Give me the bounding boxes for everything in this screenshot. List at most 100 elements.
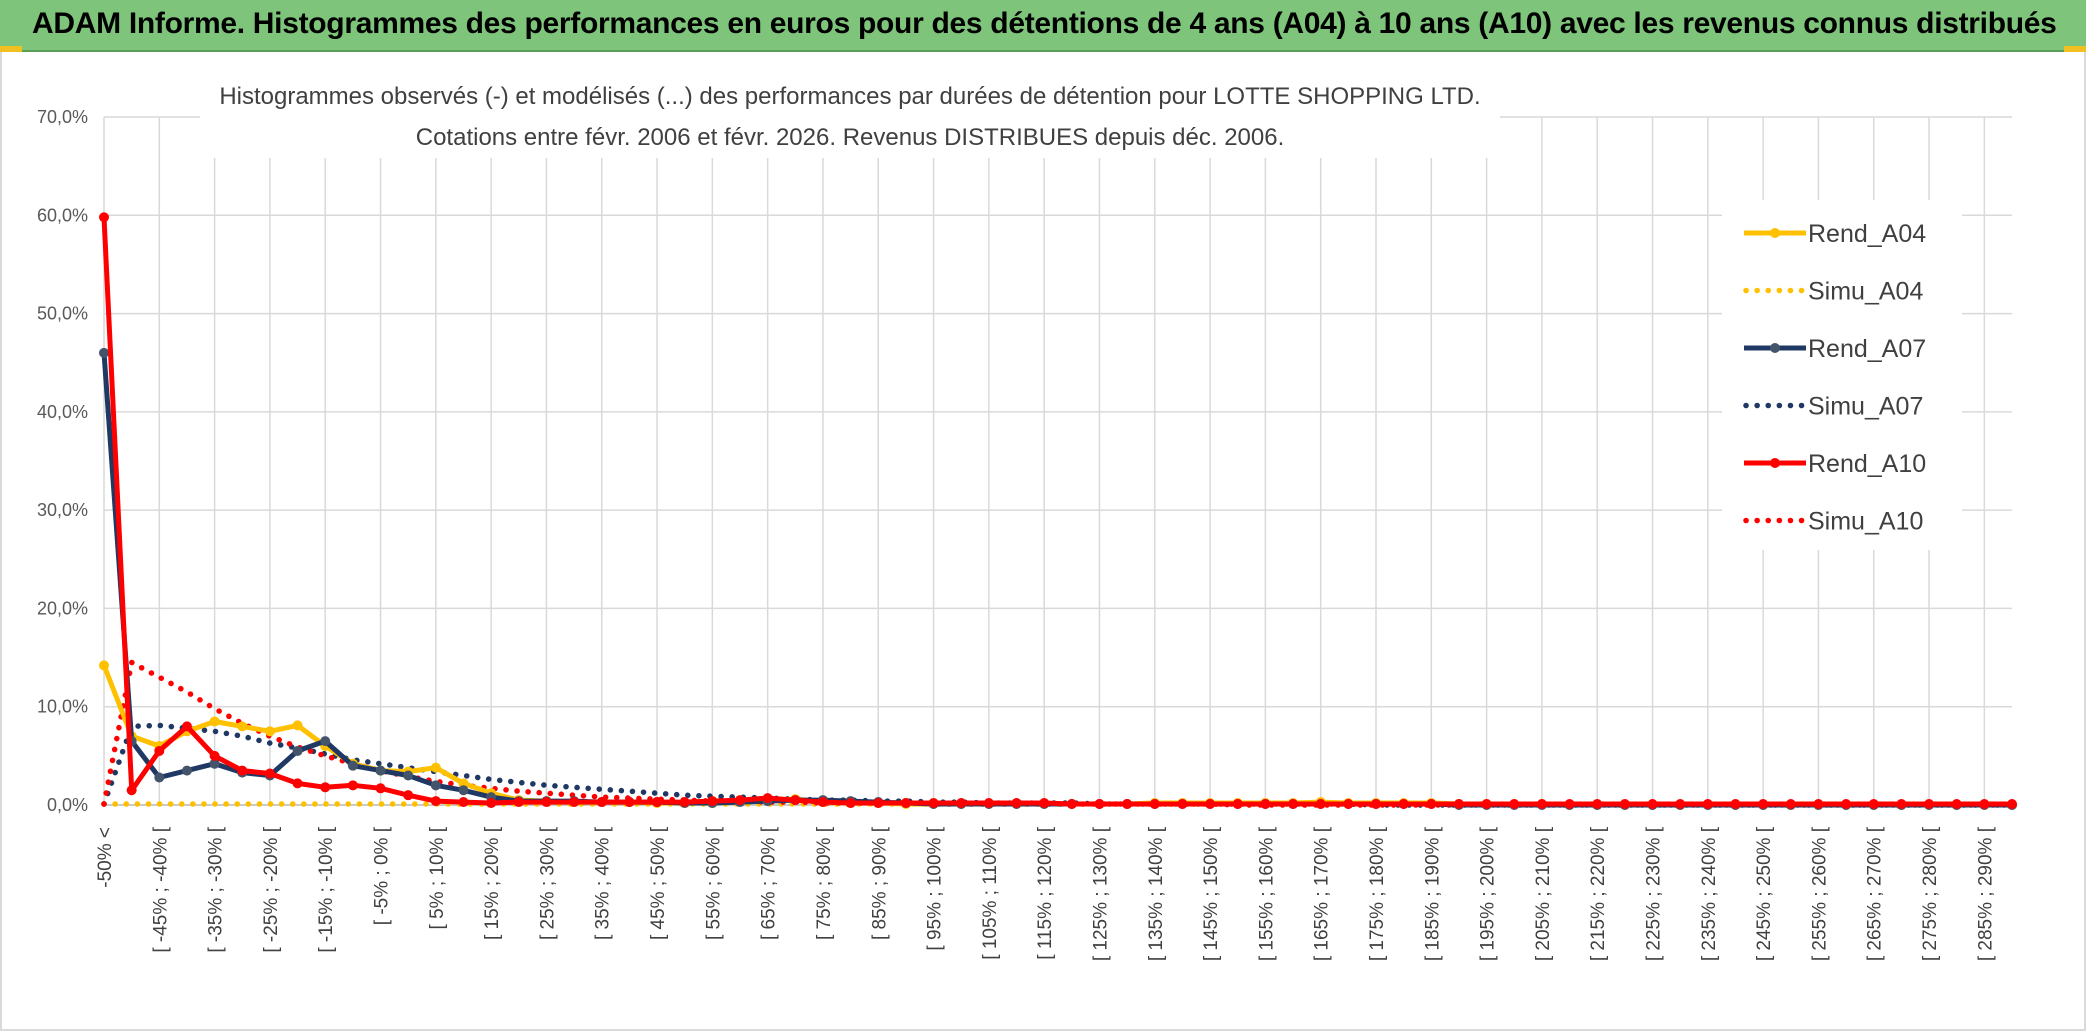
chart-grid — [103, 116, 2012, 806]
y-tick-label: 20,0% — [37, 598, 88, 618]
data-point — [1951, 799, 1962, 810]
data-point — [375, 765, 386, 776]
data-point — [1122, 799, 1133, 810]
data-point — [1232, 799, 1243, 810]
x-tick-label: [ 225% ; 230% [ — [1644, 826, 1665, 961]
data-point — [320, 736, 331, 747]
data-point — [181, 765, 192, 776]
data-point — [1813, 799, 1824, 810]
series-line — [101, 664, 2012, 808]
data-point — [1426, 799, 1437, 810]
data-point — [126, 785, 137, 796]
data-point — [347, 780, 358, 791]
legend-label: Rend_A10 — [1808, 450, 1926, 478]
data-point — [1509, 799, 1520, 810]
data-point — [1066, 799, 1077, 810]
data-point — [375, 783, 386, 794]
chart-title-background — [200, 78, 1500, 158]
data-point — [1619, 799, 1630, 810]
x-tick-label: [ 155% ; 160% [ — [1256, 826, 1277, 961]
data-point — [458, 778, 469, 789]
x-tick-label: [ 115% ; 120% [ — [1035, 826, 1056, 959]
data-point — [1702, 799, 1713, 810]
data-point — [1343, 799, 1354, 810]
report-banner: ADAM Informe. Histogrammes des performan… — [0, 0, 2086, 52]
data-point — [596, 797, 607, 808]
series-line — [101, 217, 2012, 807]
data-point — [1149, 799, 1160, 810]
data-point — [154, 745, 165, 756]
data-point — [541, 797, 552, 808]
data-point — [403, 790, 414, 801]
data-point — [292, 720, 303, 731]
data-point — [624, 797, 635, 808]
data-point — [264, 768, 275, 779]
data-point — [513, 797, 524, 808]
y-axis-ticks: 0,0% 10,0% 20,0% 30,0% 40,0% 50,0% 60,0% 70,0% — [37, 107, 88, 815]
data-point — [1260, 799, 1271, 810]
chart-title-box: Histogrammes observés (-) et modélisés (… — [200, 78, 1500, 158]
data-point — [1536, 799, 1547, 810]
y-tick-label: 0,0% — [47, 795, 88, 815]
series-line — [101, 658, 2015, 808]
report-title: ADAM Informe. Histogrammes des performan… — [32, 7, 2057, 40]
x-tick-label: [ 265% ; 270% [ — [1865, 826, 1886, 961]
data-point — [486, 798, 497, 809]
data-point — [1094, 799, 1105, 810]
x-tick-label: [ 75% ; 80% [ — [814, 826, 835, 940]
legend-item-rend-a04: Rend_A04 — [1744, 220, 1926, 248]
data-point — [320, 782, 331, 793]
x-tick-label: [ 5% ; 10% [ — [427, 826, 448, 929]
chart-title: Histogrammes observés (-) et modélisés (… — [219, 83, 1480, 110]
x-tick-label: [ 255% ; 260% [ — [1809, 826, 1830, 961]
x-tick-label: [ 185% ; 190% [ — [1422, 826, 1443, 961]
data-point — [99, 212, 109, 223]
data-point — [264, 726, 275, 737]
legend-item-rend-a07: Rend_A07 — [1744, 335, 1926, 363]
data-point — [458, 785, 469, 796]
x-tick-label: [ 125% ; 130% [ — [1090, 826, 1111, 961]
data-point — [1205, 799, 1216, 810]
x-tick-label: [ 95% ; 100% [ — [925, 826, 946, 950]
data-point — [1785, 799, 1796, 810]
data-point — [1730, 799, 1741, 810]
x-tick-label: [ 235% ; 240% [ — [1699, 826, 1720, 961]
x-tick-label: [ 175% ; 180% [ — [1367, 826, 1388, 961]
data-point — [1398, 799, 1409, 810]
x-tick-label: -50% < — [95, 827, 116, 888]
data-point — [209, 750, 220, 761]
data-point — [1011, 798, 1022, 809]
data-point — [181, 721, 192, 732]
banner-accent-left — [0, 46, 22, 52]
data-point — [292, 745, 303, 756]
banner-accent-right — [2064, 46, 2086, 52]
data-point — [1924, 799, 1935, 810]
data-point — [762, 793, 773, 804]
x-tick-label: [ 45% ; 50% [ — [648, 826, 669, 940]
x-tick-label: [ -45% ; -40% [ — [150, 826, 171, 952]
series-rend-a10 — [99, 212, 2017, 810]
data-point — [1288, 799, 1299, 810]
data-point — [237, 721, 248, 732]
chart-subtitle: Cotations entre févr. 2006 et févr. 2026… — [416, 124, 1285, 151]
data-point — [237, 765, 248, 776]
legend-marker — [1770, 343, 1780, 353]
data-point — [1868, 799, 1879, 810]
data-point — [1177, 799, 1188, 810]
data-point — [154, 772, 165, 783]
data-point — [845, 798, 856, 809]
data-point — [1841, 799, 1852, 810]
data-point — [790, 795, 801, 806]
data-point — [873, 798, 884, 809]
data-point — [292, 778, 303, 789]
data-point — [99, 660, 109, 671]
x-tick-label: [ 105% ; 110% [ — [980, 826, 1001, 959]
data-point — [1592, 799, 1603, 810]
x-tick-label: [ 85% ; 90% [ — [869, 826, 890, 940]
data-point — [209, 758, 220, 769]
data-point — [430, 762, 441, 773]
data-point — [928, 798, 939, 809]
data-point — [1564, 799, 1575, 810]
data-point — [1647, 799, 1658, 810]
data-point — [679, 797, 690, 808]
